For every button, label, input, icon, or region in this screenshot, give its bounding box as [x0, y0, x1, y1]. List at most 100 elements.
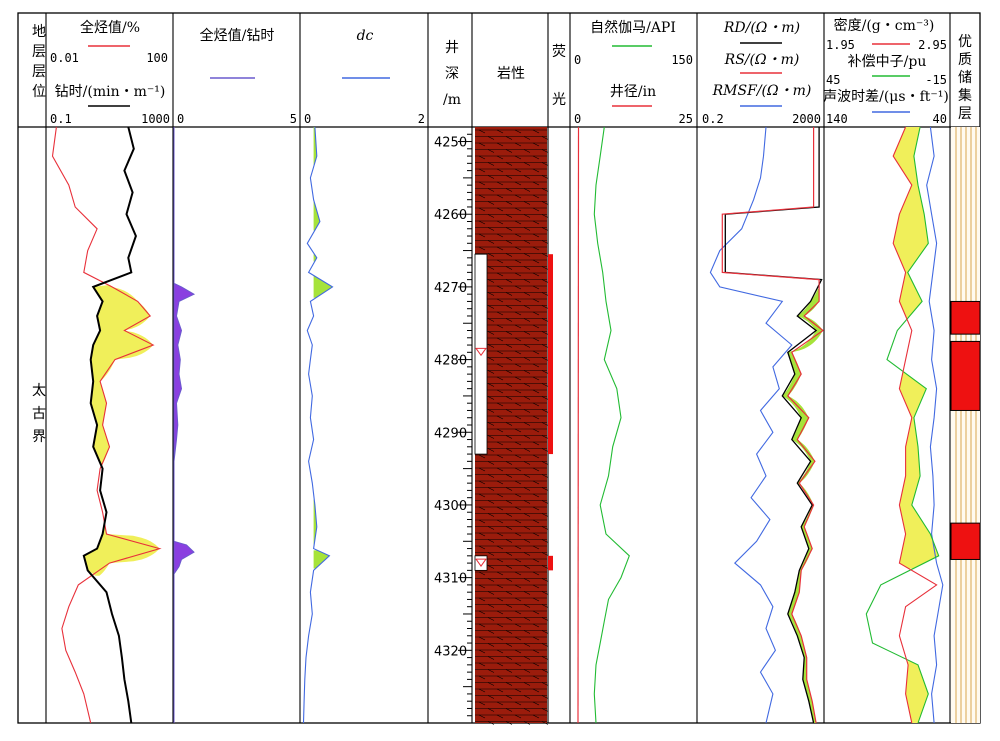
- lithology-dash: [487, 331, 495, 335]
- lithology-dash: [478, 636, 486, 641]
- rd-title: RD/(Ω・m): [723, 20, 800, 36]
- depth-char-2: 深: [445, 66, 459, 82]
- rs-rd-fill: [782, 288, 823, 723]
- lithology-dash: [514, 194, 522, 199]
- lithology-dash: [514, 363, 522, 368]
- lithology-dash: [505, 682, 513, 686]
- lithology-dash: [487, 396, 495, 400]
- lithology-dash: [505, 149, 513, 153]
- lithology-dash: [541, 396, 549, 400]
- header-fluorescence: 荧 光: [552, 43, 566, 108]
- lithology-dash: [505, 344, 513, 348]
- lithology-dash: [514, 714, 522, 719]
- lithology-dash: [532, 376, 540, 381]
- lithology-dash: [487, 695, 495, 699]
- lithology-dash: [505, 370, 513, 374]
- lithology-dash: [514, 558, 522, 563]
- lithology-dash: [523, 214, 531, 218]
- cal-max: 25: [679, 112, 693, 126]
- lithology-dash: [478, 155, 486, 160]
- lithology-dash: [496, 181, 504, 186]
- lithology-dash: [514, 129, 522, 134]
- gr-min: 0: [574, 53, 581, 67]
- depth-label: 4310: [434, 572, 467, 587]
- lithology-dash: [514, 402, 522, 407]
- lithology-dash: [532, 636, 540, 641]
- lithology-dash: [523, 344, 531, 348]
- rmsf-curve: [709, 126, 793, 724]
- lithology-dash: [505, 513, 513, 517]
- depth-label: 4280: [434, 354, 467, 369]
- lithology-dash: [487, 201, 495, 205]
- lithology-dash: [496, 506, 504, 511]
- lithology-dash: [505, 422, 513, 426]
- lithology-dash: [478, 701, 486, 706]
- lithology-dash: [532, 519, 540, 524]
- lithology-dash: [487, 487, 495, 491]
- lithology-dash: [514, 519, 522, 524]
- lithology-dash: [541, 136, 549, 140]
- lithology-dash: [505, 721, 513, 725]
- lithology-dash: [478, 545, 486, 550]
- lithology-dash: [505, 253, 513, 257]
- lithology-dash: [496, 129, 504, 134]
- dc-max: 2: [418, 112, 425, 126]
- lithology-dash: [514, 467, 522, 472]
- lithology-dash: [487, 708, 495, 712]
- lithology-dash: [532, 181, 540, 186]
- dc-min: 0: [304, 112, 311, 126]
- lithology-dash: [487, 318, 495, 322]
- lithology-dash: [505, 643, 513, 647]
- formation-char-1: 太: [32, 383, 46, 399]
- lithology-dash: [532, 155, 540, 160]
- reservoir-block: [950, 522, 981, 560]
- lithology-dash: [532, 311, 540, 316]
- strat-char-2: 层: [32, 44, 46, 60]
- lithology-dash: [523, 383, 531, 387]
- lithology-dash: [505, 695, 513, 699]
- lithology-dash: [523, 435, 531, 439]
- lithology-dash: [496, 194, 504, 199]
- den-cnl-fill: [893, 127, 929, 318]
- lithology-dash: [487, 448, 495, 452]
- tga-curve: [51, 126, 162, 724]
- lithology-dash: [478, 571, 486, 576]
- rop-curve: [82, 126, 137, 724]
- lithology-dash: [505, 279, 513, 283]
- lithology-dash: [496, 298, 504, 303]
- lithology-dash: [541, 526, 549, 530]
- lithology-dash: [532, 324, 540, 329]
- lithology-dash: [487, 370, 495, 374]
- dc-title: dc: [357, 28, 374, 44]
- lithology-dash: [532, 233, 540, 238]
- lithology-dash: [487, 669, 495, 673]
- lithology-dash: [541, 552, 549, 556]
- lithology-dash: [514, 207, 522, 212]
- lithology-dash: [523, 656, 531, 660]
- lithology-dash: [478, 519, 486, 524]
- header-depth: 井 深 /m: [443, 40, 461, 108]
- lithology-dash: [505, 240, 513, 244]
- lithology-dash: [532, 493, 540, 498]
- lithology-dash: [496, 480, 504, 485]
- lithology-dash: [505, 162, 513, 166]
- ac-title: 声波时差/(μs・ft⁻¹): [823, 89, 949, 105]
- gamma-ray-curve: [593, 126, 630, 724]
- lithology-dash: [505, 266, 513, 270]
- lithology-dash: [541, 630, 549, 634]
- lithology-dash: [478, 467, 486, 472]
- lithology-dash: [514, 350, 522, 355]
- sonic-curve: [926, 126, 944, 724]
- lithology-dash: [478, 207, 486, 212]
- lithology-dash: [514, 545, 522, 550]
- lithology-dash: [496, 376, 504, 381]
- lithology-dash: [505, 591, 513, 595]
- res-char-2: 质: [958, 52, 972, 68]
- lithology-dash: [496, 441, 504, 446]
- lithology-dash: [514, 571, 522, 576]
- lithology-dash: [541, 227, 549, 231]
- rd-curve: [724, 127, 823, 724]
- lithology-dash: [505, 474, 513, 478]
- lithology-dash: [478, 688, 486, 693]
- lithology-dash: [487, 461, 495, 465]
